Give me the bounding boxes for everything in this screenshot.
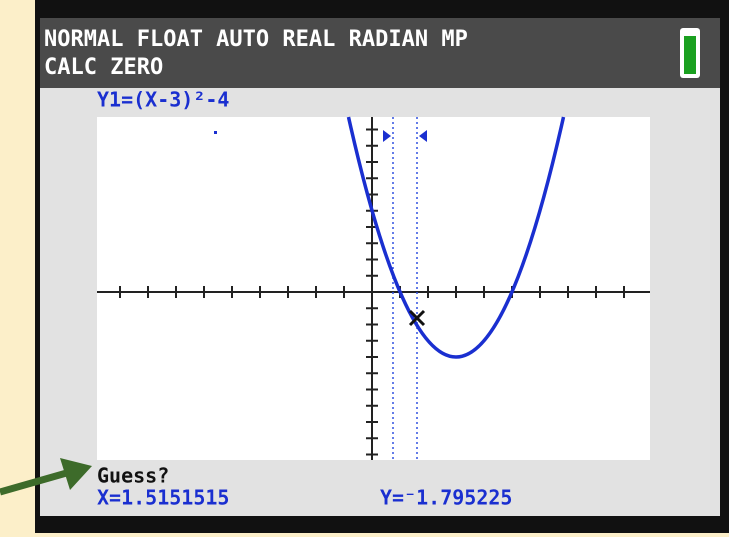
cursor bbox=[408, 309, 426, 327]
y-readout: Y=⁻1.795225 bbox=[380, 486, 512, 510]
left-bound-marker bbox=[383, 130, 391, 142]
equation: Y1=(X-3)²-4 bbox=[97, 88, 229, 112]
arrow-head bbox=[60, 458, 92, 490]
menu-text: CALC ZERO bbox=[44, 55, 163, 80]
cursor-stroke bbox=[408, 309, 426, 327]
arrow-shaft bbox=[0, 468, 71, 496]
pixel bbox=[214, 131, 217, 134]
status-bar bbox=[40, 18, 720, 88]
x-readout: X=1.5151515 bbox=[97, 486, 229, 510]
graph-area bbox=[97, 117, 650, 460]
right-bound-marker bbox=[419, 130, 427, 142]
prompt-text: Guess? bbox=[97, 464, 169, 488]
battery-level bbox=[684, 36, 696, 74]
mode-text: NORMAL FLOAT AUTO REAL RADIAN MP bbox=[44, 27, 468, 52]
curve bbox=[346, 116, 566, 359]
